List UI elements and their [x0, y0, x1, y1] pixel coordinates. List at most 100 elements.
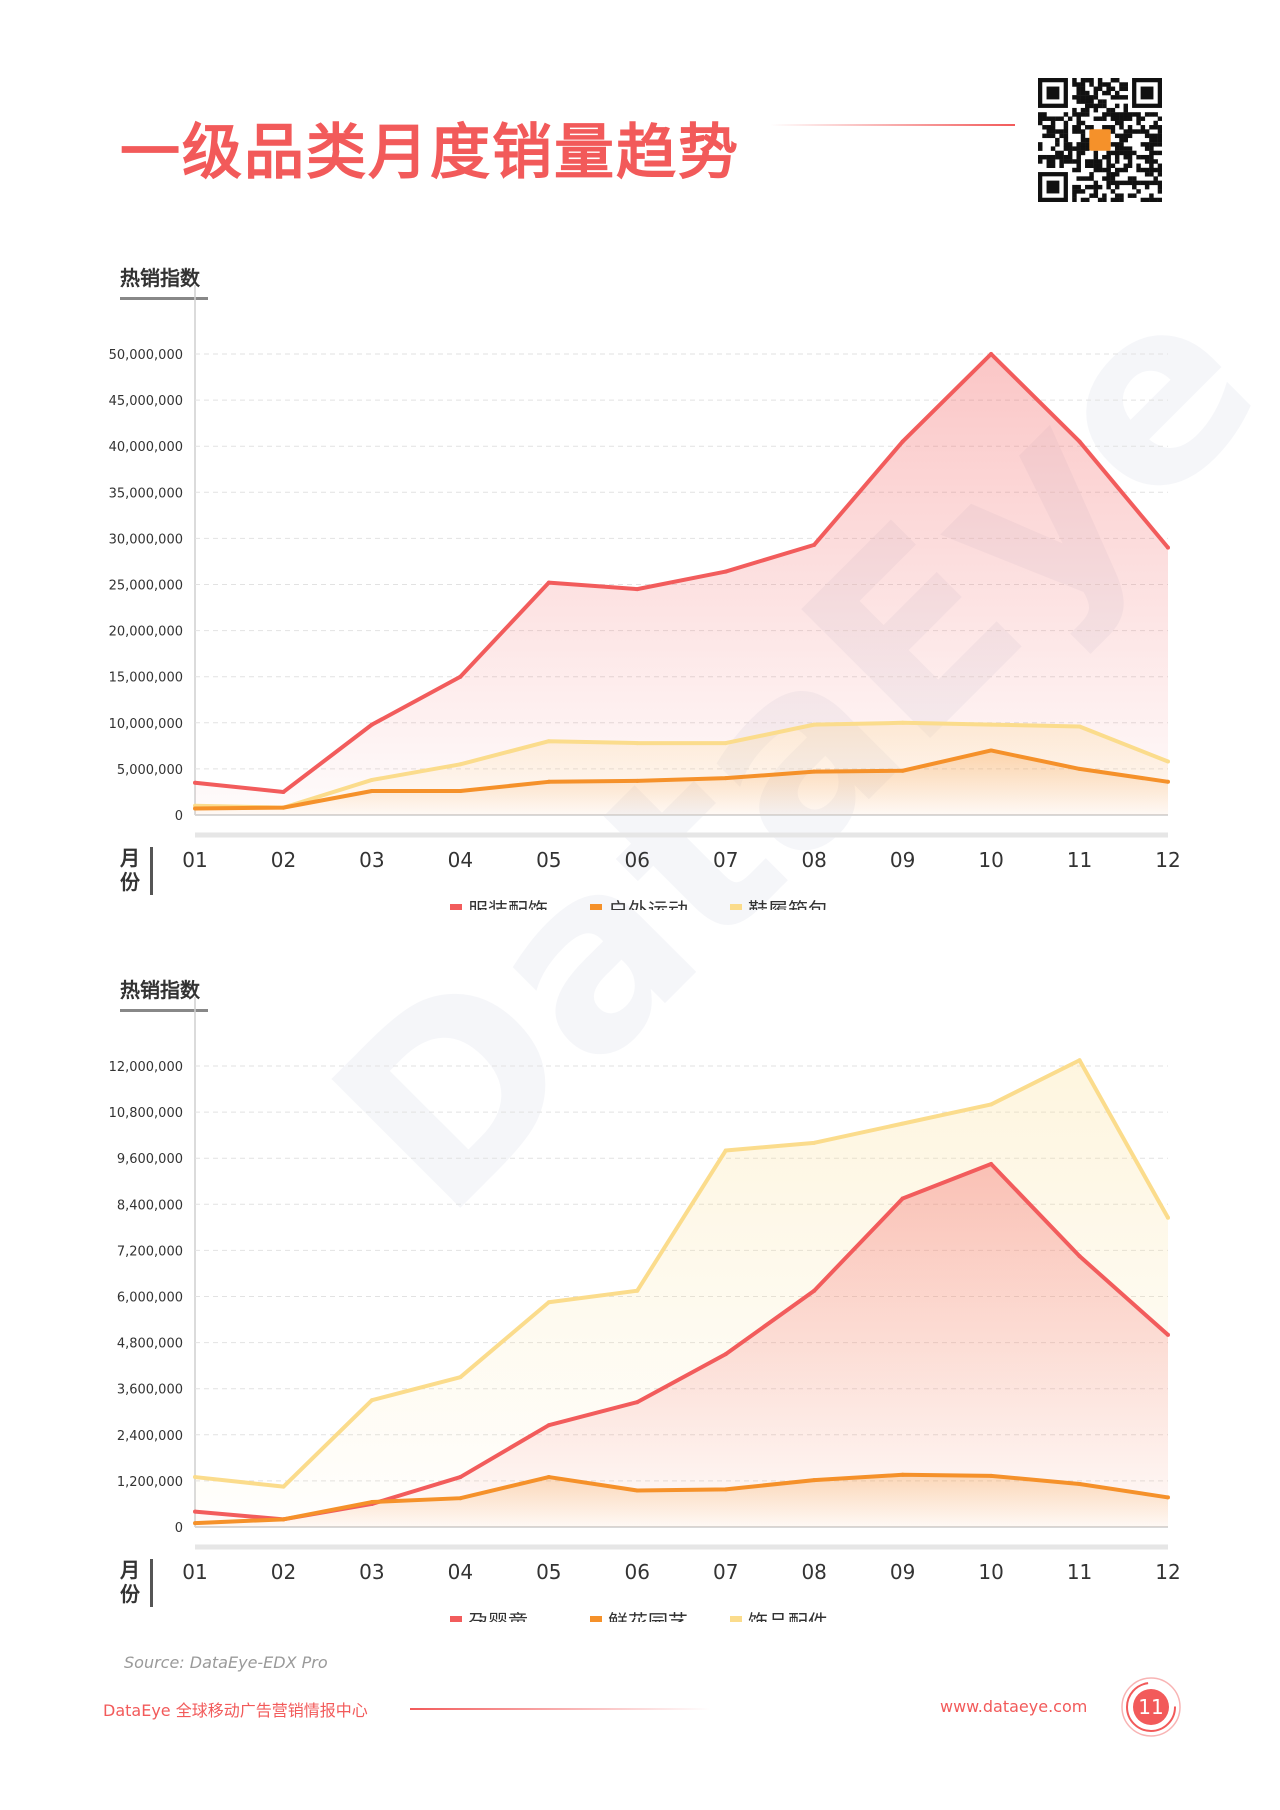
series-line-3 — [194, 720, 1169, 810]
qr-code — [1038, 78, 1162, 202]
legend-label: 鲜花园艺 — [608, 1610, 688, 1622]
data-point — [193, 780, 197, 785]
data-point — [723, 741, 728, 746]
x-tick-label: 04 — [448, 1560, 473, 1584]
data-point — [900, 768, 905, 773]
data-point — [193, 1521, 197, 1526]
x-tick-label: 01 — [182, 1560, 207, 1584]
data-point — [369, 777, 374, 782]
footer-website[interactable]: www.dataeye.com — [940, 1697, 1088, 1716]
title-divider — [770, 124, 1015, 126]
x-tick-label: 09 — [890, 848, 915, 872]
x-tick-label: 10 — [978, 1560, 1003, 1584]
data-point — [1166, 1215, 1170, 1220]
x-tick-label: 09 — [890, 1560, 915, 1584]
area-1 — [195, 354, 1168, 815]
data-point — [546, 1300, 551, 1305]
source-note: Source: DataEye-EDX Pro — [124, 1653, 328, 1672]
y-tick-label: 9,600,000 — [117, 1152, 183, 1167]
x-tick-label: 06 — [625, 1560, 650, 1584]
data-point — [635, 778, 640, 783]
data-point — [1166, 759, 1170, 764]
series-line-1 — [194, 352, 1170, 794]
data-point — [369, 1398, 374, 1403]
data-point — [635, 587, 640, 592]
legend-label: 孕婴童 — [468, 1610, 528, 1622]
series-line-3 — [194, 1058, 1170, 1489]
data-point — [723, 1352, 728, 1357]
y-axis-title-underline — [120, 297, 208, 300]
data-point — [1077, 1254, 1082, 1259]
data-point — [900, 439, 905, 444]
page-title: 一级品类月度销量趋势 — [120, 118, 740, 188]
x-tick-label: 11 — [1067, 1560, 1092, 1584]
legend-swatch — [590, 1616, 602, 1622]
area-1 — [195, 1163, 1168, 1527]
data-point — [458, 674, 463, 679]
x-tick-label: 07 — [713, 1560, 738, 1584]
data-point — [281, 1484, 286, 1489]
legend-swatch — [730, 904, 742, 910]
y-tick-label: 5,000,000 — [117, 763, 183, 778]
data-point — [546, 779, 551, 784]
data-point — [193, 806, 197, 811]
data-point — [281, 789, 286, 794]
x-tick-label: 03 — [359, 1560, 384, 1584]
data-point — [193, 1509, 197, 1514]
y-tick-label: 0 — [175, 1521, 183, 1536]
x-tick-label: 05 — [536, 848, 561, 872]
chart-bottom: 热销指数 0 1,200,000 2,400,000 3,600,000 4,800,00… — [109, 978, 1181, 1622]
x-tick-label: 08 — [801, 848, 826, 872]
data-point — [812, 1478, 817, 1483]
y-tick-label: 30,000,000 — [109, 532, 183, 547]
x-axis-title-bar — [150, 847, 153, 895]
x-axis-title-char: 份 — [120, 1582, 141, 1606]
data-point — [1077, 766, 1082, 771]
y-tick-label: 10,000,000 — [109, 717, 183, 732]
data-point — [635, 1288, 640, 1293]
data-point — [1166, 1495, 1170, 1500]
data-point — [1077, 1481, 1082, 1486]
legend-label: 户外运动 — [608, 898, 688, 910]
data-point — [723, 776, 728, 781]
data-point — [989, 1473, 994, 1478]
x-axis-title-char: 份 — [120, 870, 141, 894]
x-tick-label: 12 — [1155, 1560, 1180, 1584]
legend-swatch — [590, 904, 602, 910]
data-point — [546, 1475, 551, 1480]
data-point — [1077, 724, 1082, 729]
data-point — [723, 569, 728, 574]
y-axis-title: 热销指数 — [120, 978, 201, 1002]
y-tick-label: 45,000,000 — [109, 394, 183, 409]
data-point — [458, 1496, 463, 1501]
data-point — [900, 1472, 905, 1477]
x-tick-label: 03 — [359, 848, 384, 872]
y-tick-label: 20,000,000 — [109, 625, 183, 640]
y-tick-label: 40,000,000 — [109, 440, 183, 455]
data-point — [546, 1423, 551, 1428]
data-point — [546, 580, 551, 585]
data-point — [369, 789, 374, 794]
x-tick-label: 04 — [448, 848, 473, 872]
legend-label: 鞋履箱包 — [748, 898, 828, 910]
x-tick-label: 12 — [1155, 848, 1180, 872]
y-tick-label: 10,800,000 — [109, 1106, 183, 1121]
x-tick-label: 01 — [182, 848, 207, 872]
page-number: 11 — [1138, 1695, 1163, 1719]
data-point — [989, 748, 994, 753]
x-tick-label: 05 — [536, 1560, 561, 1584]
data-point — [1077, 1058, 1082, 1063]
data-point — [900, 720, 905, 725]
x-tick-label: 08 — [801, 1560, 826, 1584]
data-point — [369, 722, 374, 727]
data-point — [458, 762, 463, 767]
x-tick-label: 11 — [1067, 848, 1092, 872]
data-point — [812, 1140, 817, 1145]
data-point — [723, 1148, 728, 1153]
data-point — [458, 1375, 463, 1380]
data-point — [989, 352, 994, 356]
y-tick-label: 0 — [175, 809, 183, 824]
data-point — [812, 769, 817, 774]
page-number-badge: 11 — [1121, 1677, 1181, 1737]
legend-swatch — [450, 1616, 462, 1622]
